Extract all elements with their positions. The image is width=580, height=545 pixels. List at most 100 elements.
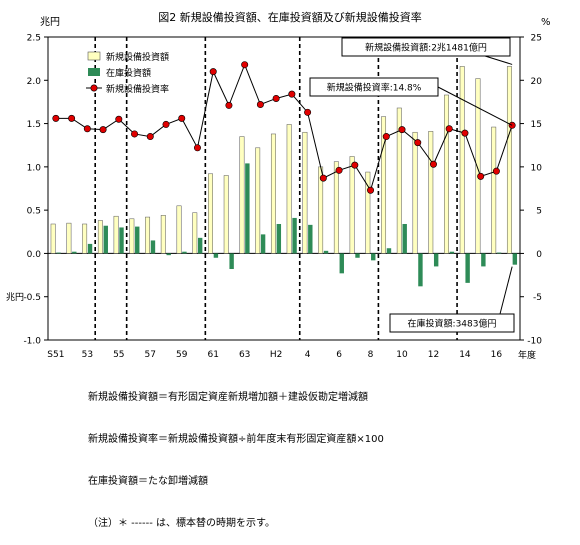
inventory-bar [308,224,313,254]
rate-point [162,120,170,128]
inventory-bar [150,240,156,254]
footnote-rate-def: 新規設備投資率＝新規設備投資額÷前年度末有形固定資産額×100 [88,434,384,445]
inventory-bar [386,248,392,254]
rate-point [288,90,296,98]
x-tick-label: 63 [239,350,250,360]
y-left-tick-label: 2.5 [27,34,41,44]
inventory-bar [512,253,518,265]
capex-bar [365,171,371,254]
inventory-bar [433,253,439,267]
rate-point [492,167,500,175]
y-right-tick-label: -5 [533,293,542,303]
annotation-capex-box [341,37,511,57]
capex-bar [160,215,166,254]
inventory-bar [119,227,124,254]
legend-marker-rate [90,84,98,92]
tick-label-layer: 2.5 2.0 1.5 1.0 0.5 0.0 -0.5 -1.0 兆円 25 20 15 10 5 0 -5… [6,34,542,361]
inventory-bar [465,253,470,283]
y-left-tick-label: 0.5 [27,207,41,217]
capex-bar [491,126,497,254]
y-left-tick-label: 1.5 [27,120,41,130]
footnote-capex-def: 新規設備投資額＝有形固定資産新規増加額＋建設仮勘定増減額 [88,392,368,403]
capex-bar [333,161,339,254]
capex-bar [208,173,213,254]
y-left-neg-unit: 兆円 [6,292,24,303]
rate-point [382,133,390,141]
capex-bar [50,223,56,254]
capex-bar [176,205,182,254]
capex-bar [113,215,119,254]
capex-bar [239,136,245,254]
capex-bar [428,131,434,254]
x-tick-label: 61 [207,350,218,360]
rate-point [414,139,422,147]
inventory-bar [323,250,329,254]
rate-point [508,121,516,129]
capex-bar [223,175,229,254]
y-right-tick-label: -10 [527,337,542,347]
capex-bar [459,66,465,254]
inventory-bar [418,253,423,287]
rate-point [461,129,469,137]
inventory-bar [260,234,266,254]
rate-point [178,114,186,122]
x-tick-label: 12 [428,350,439,360]
capex-bar [506,66,512,254]
rate-point [99,126,107,134]
y-left-tick-label: 1.0 [27,163,42,173]
inventory-bar [355,253,360,258]
rate-line-layer [52,61,516,194]
y-right-tick-label: 0 [536,250,542,260]
capex-bar [97,220,103,254]
capex-bar [286,124,292,254]
inventory-bar [72,251,77,254]
capex-bar [444,94,449,254]
inventory-bar [276,223,282,254]
inventory-bar [481,253,486,267]
annotation-capex-leader [484,55,513,65]
capex-bar [145,216,151,254]
inventory-bar [339,253,344,274]
rate-point [304,108,312,116]
x-tick-label: 10 [396,350,408,360]
y-left-tick-label: -0.5 [23,293,41,303]
rate-point [272,94,280,102]
rate-line [55,63,513,192]
capex-bar [412,131,418,254]
rate-point [83,125,91,133]
capex-bar [129,218,135,254]
inventory-bar [245,163,250,254]
capex-bar [255,147,261,254]
rate-point [319,174,327,182]
rate-point [335,166,343,174]
rate-point [131,130,139,138]
rate-point [445,125,453,133]
legend-label-inventory: 在庫投資額 [106,67,151,79]
inventory-bar [449,251,455,254]
capex-bar [66,222,72,254]
y-left-tick-label: 2.0 [27,77,42,87]
inventory-bar [229,253,234,270]
inventory-bar [87,243,93,254]
y-left-unit: 兆円 [40,16,60,28]
rate-point [146,133,154,141]
inventory-bar [213,253,219,258]
inventory-bar [182,251,187,254]
rate-point [429,160,437,168]
rate-point [115,115,123,123]
x-tick-label: 14 [459,350,471,360]
x-tick-label: 53 [82,350,93,360]
annotation-inventory-text: 在庫投資額:3483億円 [408,318,497,330]
annotation-inventory-box [389,313,515,333]
y-left-tick-label: 0.0 [27,250,42,260]
rate-point [477,172,485,180]
rate-point [367,186,375,194]
annotation-rate-leader [437,86,513,126]
y-right-unit: % [541,17,551,28]
rate-point [256,101,264,109]
bar-layer [50,66,518,287]
rate-point [68,114,76,122]
x-tick-label: 55 [113,350,124,360]
y-right-tick-label: 15 [531,120,542,130]
